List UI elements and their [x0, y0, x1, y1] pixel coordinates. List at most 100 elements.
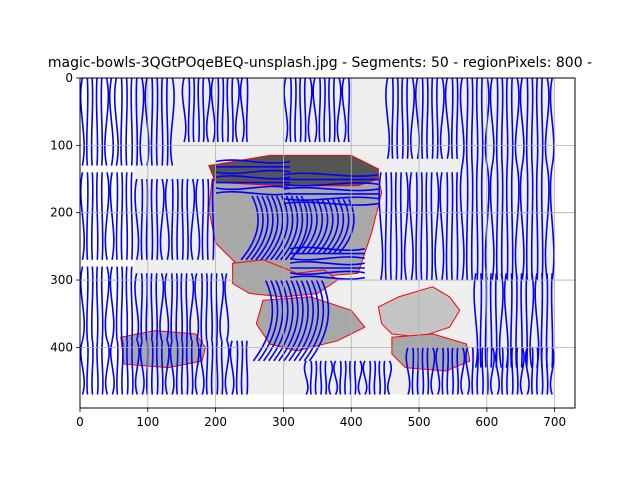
contour-line: [131, 340, 134, 395]
x-tick-label: 700: [543, 415, 566, 429]
contour-line: [505, 165, 509, 281]
contour-line: [394, 172, 398, 281]
contour-line: [221, 78, 225, 143]
contour-line: [121, 340, 124, 395]
contour-line: [160, 78, 164, 166]
contour-line: [500, 78, 504, 166]
contour-line: [289, 78, 293, 143]
contour-line: [275, 195, 294, 261]
contour-line: [514, 165, 520, 281]
contour-line: [479, 273, 483, 368]
contour-line: [348, 360, 352, 395]
contour-line: [104, 78, 110, 166]
contour-line: [202, 78, 205, 143]
contour-line: [90, 78, 94, 166]
contour-line: [303, 279, 325, 362]
contour-line: [240, 195, 259, 261]
contour-line: [260, 195, 279, 261]
contour-line: [357, 360, 363, 395]
contour-line: [150, 340, 154, 395]
contour-line: [206, 178, 210, 260]
contour-line: [175, 340, 179, 395]
contour-line: [216, 78, 220, 143]
contour-line: [465, 78, 469, 166]
contour-line: [373, 360, 377, 395]
contour-line: [240, 340, 244, 395]
contour-line: [475, 78, 479, 166]
contour-line: [190, 340, 194, 395]
contour-line: [284, 195, 304, 261]
contour-line: [475, 165, 479, 281]
contour-line: [470, 78, 474, 166]
contour-line: [378, 172, 384, 281]
contour-line: [283, 182, 379, 187]
contour-line: [549, 78, 555, 166]
contour-line: [224, 273, 230, 341]
contour-line: [511, 347, 514, 395]
contour-line: [101, 340, 104, 395]
contour-group-12: [473, 273, 554, 368]
contour-line: [480, 165, 484, 281]
contour-line: [268, 279, 289, 362]
contour-line: [181, 78, 187, 143]
contour-line: [439, 172, 445, 281]
contour-line: [401, 78, 404, 159]
contour-line: [100, 172, 104, 260]
contour-line: [426, 78, 429, 159]
contour-line: [113, 78, 119, 166]
contour-line: [450, 172, 454, 281]
contour-line: [391, 78, 394, 159]
contour-line: [155, 78, 159, 166]
contour-line: [445, 172, 449, 281]
contour-line: [516, 347, 519, 395]
contour-line: [135, 78, 139, 166]
contour-line: [519, 78, 525, 166]
contour-line: [126, 340, 129, 395]
contour-line: [165, 78, 169, 166]
contour-line: [510, 165, 514, 281]
contour-line: [425, 172, 429, 281]
contour-line: [385, 78, 391, 159]
contour-line: [283, 78, 289, 143]
contour-line: [150, 78, 154, 166]
contour-line: [100, 266, 104, 341]
contour-line: [120, 78, 123, 166]
contour-line: [90, 266, 94, 341]
contour-line: [283, 186, 379, 192]
contour-line: [215, 340, 219, 395]
contour-line: [338, 198, 355, 254]
contour-line: [312, 78, 318, 143]
segment-region-3: [232, 259, 339, 298]
contour-line: [460, 347, 466, 395]
contour-line: [495, 78, 499, 166]
contour-line: [145, 273, 149, 341]
contour-line: [465, 165, 469, 281]
contour-line: [234, 78, 240, 143]
contour-line: [451, 347, 455, 395]
contour-line: [544, 165, 550, 281]
contour-line: [294, 78, 297, 143]
contour-group-7: [134, 178, 215, 260]
contour-line: [353, 360, 357, 395]
contour-line: [446, 347, 450, 395]
contour-line: [514, 78, 520, 166]
contour-line: [362, 360, 368, 395]
contour-line: [399, 172, 403, 281]
contour-line: [495, 347, 500, 395]
contour-line: [435, 78, 439, 159]
contour-line: [104, 266, 110, 341]
contour-line: [396, 78, 399, 159]
contour-line: [421, 347, 425, 395]
contour-line: [180, 340, 184, 395]
contour-line: [383, 360, 386, 395]
contour-line: [250, 195, 269, 261]
contour-line: [455, 172, 459, 281]
contour-line: [510, 273, 513, 368]
plot-frame: [79, 77, 576, 409]
contour-line: [195, 178, 201, 260]
contour-line: [549, 347, 555, 395]
contour-line: [332, 78, 336, 143]
y-tick-label: 200: [50, 206, 73, 220]
contour-line: [471, 347, 474, 395]
contour-line: [494, 273, 498, 368]
